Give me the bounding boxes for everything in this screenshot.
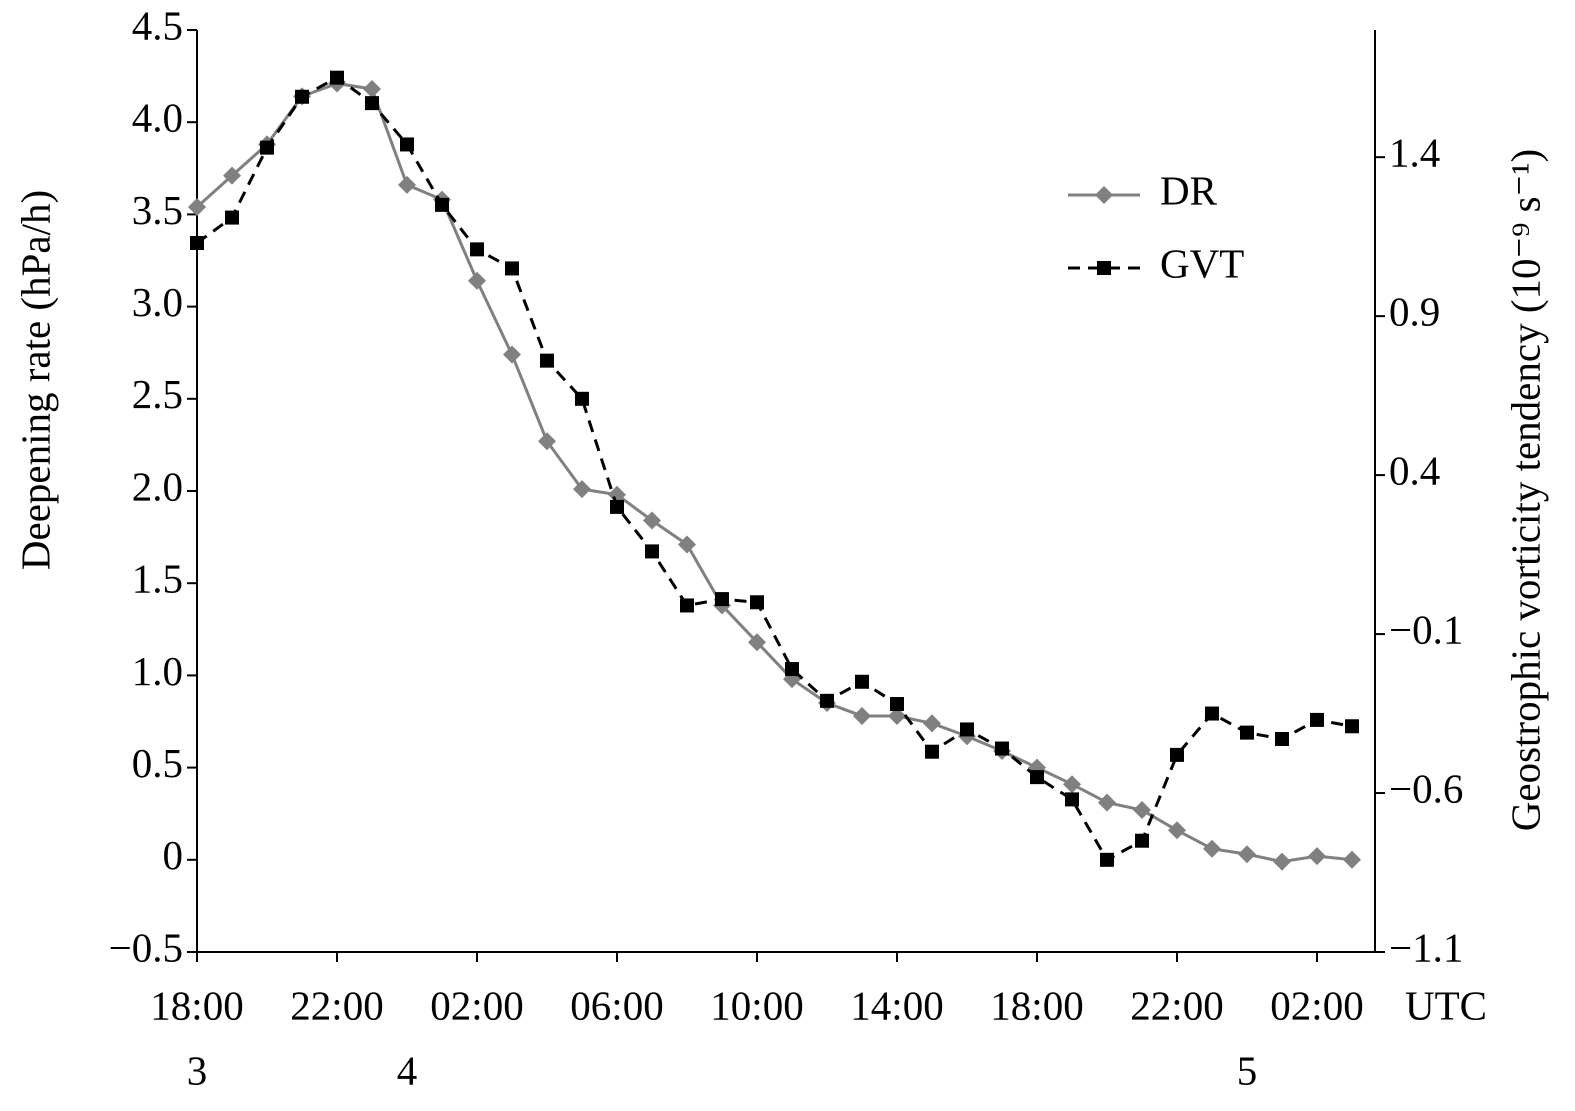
data-point	[1098, 793, 1116, 812]
legend-label: GVT	[1160, 240, 1244, 286]
x-day-label: 3	[187, 1047, 208, 1093]
data-point	[1240, 725, 1254, 740]
y-tick-label: 3.5	[132, 187, 183, 233]
data-point	[1135, 833, 1149, 848]
y2-tick-label: −0.6	[1389, 765, 1463, 811]
x-tick-label: 02:00	[1270, 982, 1363, 1028]
data-point	[750, 595, 764, 610]
data-point	[505, 261, 519, 276]
y2-tick-label: 0.9	[1389, 289, 1440, 335]
data-point	[785, 662, 799, 677]
data-point	[680, 598, 694, 613]
data-point	[1238, 845, 1256, 864]
y-tick-label: 4.5	[132, 2, 183, 48]
data-point	[1168, 821, 1186, 840]
data-point	[1170, 747, 1184, 762]
data-point	[260, 140, 274, 155]
data-point	[330, 70, 344, 85]
data-point	[1133, 801, 1151, 820]
data-point	[1030, 770, 1044, 785]
x-tick-label: 06:00	[570, 982, 663, 1028]
data-point	[853, 706, 871, 725]
x-tick-label: 22:00	[1130, 982, 1223, 1028]
data-point	[1310, 712, 1324, 727]
y2-tick-label: −1.1	[1389, 924, 1463, 970]
data-point	[890, 697, 904, 712]
data-point	[1203, 839, 1221, 858]
data-point	[610, 499, 624, 514]
data-point	[923, 714, 941, 733]
x-tick-label: 18:00	[990, 982, 1083, 1028]
data-point	[538, 432, 556, 451]
data-point	[645, 544, 659, 559]
x-tick-label: 22:00	[290, 982, 383, 1028]
y2-axis-label: Geostrophic vorticity tendency (10⁻⁹ s⁻¹…	[1502, 149, 1548, 831]
data-point	[678, 535, 696, 554]
data-point	[643, 511, 661, 530]
data-point	[190, 236, 204, 251]
x-axis-label: UTC	[1405, 982, 1487, 1028]
data-point	[295, 89, 309, 104]
data-point	[225, 210, 239, 225]
y-tick-label: 2.5	[132, 371, 183, 417]
data-point	[575, 391, 589, 406]
legend-marker	[1095, 186, 1113, 204]
y-tick-label: 1.5	[132, 556, 183, 602]
legend-label: DR	[1160, 167, 1218, 213]
y-tick-label: 2.0	[132, 463, 183, 509]
y2-tick-label: −0.1	[1389, 606, 1463, 652]
data-point	[540, 353, 554, 368]
data-point	[1343, 850, 1361, 869]
data-point	[365, 96, 379, 111]
y-tick-label: −0.5	[109, 924, 183, 970]
legend-marker	[1097, 261, 1111, 275]
data-point	[573, 480, 591, 499]
data-point	[188, 198, 206, 217]
data-point	[1273, 852, 1291, 871]
data-point	[608, 485, 626, 504]
data-point	[925, 744, 939, 759]
data-point	[995, 741, 1009, 756]
data-point	[223, 166, 241, 185]
data-point	[435, 197, 449, 212]
data-point	[1100, 852, 1114, 867]
y-tick-label: 0.5	[132, 740, 183, 786]
y-axis-label: Deepening rate (hPa/h)	[12, 190, 58, 570]
data-point	[1275, 731, 1289, 746]
x-day-label: 5	[1237, 1047, 1258, 1093]
data-point	[1345, 719, 1359, 734]
y-tick-label: 1.0	[132, 648, 183, 694]
x-tick-label: 02:00	[430, 982, 523, 1028]
y-tick-label: 0	[163, 832, 184, 878]
data-point	[1063, 775, 1081, 794]
y2-tick-label: 1.4	[1389, 130, 1440, 176]
data-point	[748, 633, 766, 652]
series-line	[195, 81, 1353, 864]
y2-tick-label: 0.4	[1389, 448, 1440, 494]
data-point	[888, 706, 906, 725]
data-point	[363, 80, 381, 99]
data-point	[855, 674, 869, 689]
data-point	[398, 175, 416, 194]
y-tick-label: 3.0	[132, 279, 183, 325]
series-line	[196, 75, 1353, 862]
x-tick-label: 10:00	[710, 982, 803, 1028]
data-point	[1065, 792, 1079, 807]
x-tick-label: 14:00	[850, 982, 943, 1028]
data-point	[960, 722, 974, 737]
data-point	[820, 693, 834, 708]
data-point	[1205, 706, 1219, 721]
x-tick-label: 18:00	[150, 982, 243, 1028]
data-point	[715, 592, 729, 607]
y-tick-label: 4.0	[132, 95, 183, 141]
data-point	[400, 137, 414, 152]
x-day-label: 4	[397, 1047, 418, 1093]
data-point	[468, 271, 486, 290]
data-point	[470, 242, 484, 257]
data-point	[503, 345, 521, 364]
data-point	[1308, 847, 1326, 866]
